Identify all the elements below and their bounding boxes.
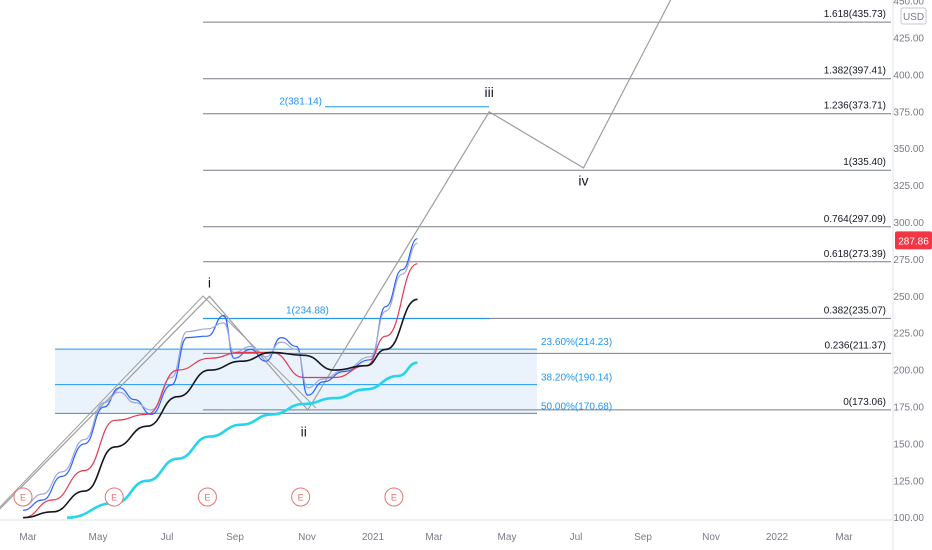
y-tick-label: 100.00: [893, 513, 924, 524]
x-tick-label: Mar: [835, 532, 853, 543]
fib-retracement-zone: [55, 349, 537, 414]
fib-extension-label: 0(173.06): [843, 397, 886, 408]
price-series-4: [22, 298, 418, 519]
wave-label: i: [208, 274, 211, 290]
earnings-marker-label: E: [391, 493, 397, 503]
earnings-marker: [197, 487, 217, 507]
y-tick-label: 400.00: [893, 70, 924, 81]
y-tick-label: 450.00: [893, 0, 924, 8]
y-tick-label: 200.00: [893, 366, 924, 377]
x-tick-label: Jul: [161, 532, 174, 543]
x-tick-label: Nov: [298, 532, 316, 543]
currency-box: [900, 7, 927, 25]
wave-channel: [0, 295, 317, 508]
earnings-marker: [104, 487, 124, 507]
last-price-badge: [895, 231, 932, 250]
fib-retracement-label: 38.20%(190.14): [541, 373, 612, 384]
y-tick-label: 350.00: [893, 144, 924, 155]
y-tick-label: 375.00: [893, 107, 924, 118]
earnings-marker: [384, 487, 404, 507]
price-series-5: [67, 361, 418, 519]
x-tick-label: 2022: [766, 532, 789, 543]
fib-extension-label: 1.382(397.41): [824, 66, 886, 77]
wave-label: iii: [485, 84, 494, 100]
x-tick-label: May: [89, 532, 108, 543]
x-tick-label: Sep: [226, 532, 244, 543]
x-tick-label: Nov: [702, 532, 720, 543]
fib-retracement-label: 23.60%(214.23): [541, 337, 612, 348]
fib-extension-label: 1(335.40): [843, 157, 886, 168]
y-tick-label: 250.00: [893, 292, 924, 303]
fib-retracement-label: 50.00%(170.68): [541, 401, 612, 412]
fib-extension-label: 0.618(273.39): [824, 249, 886, 260]
y-tick-label: 300.00: [893, 218, 924, 229]
fib-extension-label: 0.764(297.09): [824, 214, 886, 225]
wave-label: ii: [301, 424, 307, 440]
target-label: 2(381.14): [279, 97, 322, 108]
x-tick-label: 2021: [362, 532, 385, 543]
earnings-marker: [291, 487, 311, 507]
fib-extension-label: 0.236(211.37): [824, 340, 886, 351]
y-tick-label: 150.00: [893, 439, 924, 450]
x-tick-label: Mar: [425, 532, 443, 543]
y-tick-label: 425.00: [893, 34, 924, 45]
y-tick-label: 175.00: [893, 403, 924, 414]
y-tick-label: 225.00: [893, 329, 924, 340]
currency-label: USD: [903, 12, 924, 23]
fib-extension-label: 1.618(435.73): [824, 9, 886, 20]
y-tick-label: 325.00: [893, 181, 924, 192]
y-tick-label: 125.00: [893, 476, 924, 487]
wave-path: [0, 0, 672, 510]
fib-extension-label: 0.382(235.07): [824, 305, 886, 316]
target-label: 1(234.88): [286, 306, 329, 317]
x-tick-label: Mar: [19, 532, 37, 543]
wave-label: iv: [578, 173, 588, 189]
x-tick-label: May: [498, 532, 517, 543]
x-tick-label: Jul: [570, 532, 583, 543]
earnings-marker-label: E: [111, 493, 117, 503]
fib-extension-label: 1.236(373.71): [824, 101, 886, 112]
price-series-2: [22, 242, 418, 507]
earnings-marker: [13, 487, 33, 507]
last-price-label: 287.86: [898, 236, 929, 247]
earnings-marker-label: E: [298, 493, 304, 503]
earnings-marker-label: E: [204, 493, 210, 503]
y-tick-label: 275.00: [893, 255, 924, 266]
x-tick-label: Sep: [634, 532, 652, 543]
earnings-marker-label: E: [20, 493, 26, 503]
